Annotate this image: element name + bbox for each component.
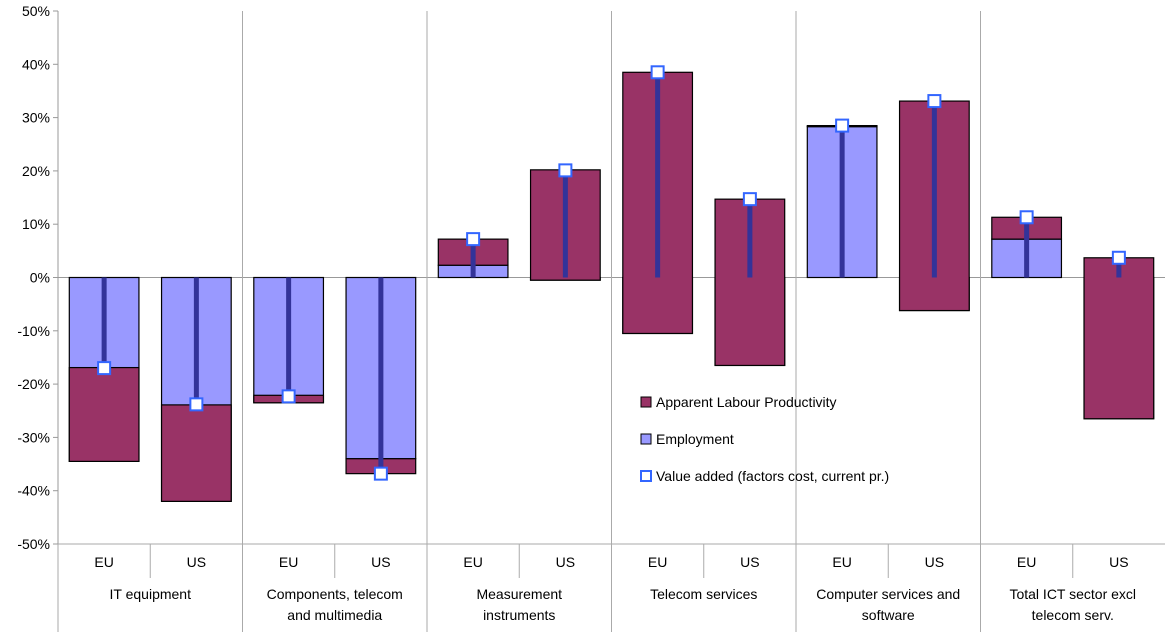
value-added-marker — [835, 118, 850, 133]
y-tick-label: 0% — [30, 270, 50, 286]
y-tick-label: 40% — [22, 56, 50, 72]
group-label: instruments — [483, 607, 555, 623]
x-tick-label: EU — [648, 554, 667, 570]
value-added-marker — [650, 65, 665, 80]
y-tick-label: -30% — [17, 429, 50, 445]
legend: Apparent Labour Productivity Employment Va… — [640, 394, 889, 484]
value-added-marker — [466, 232, 481, 247]
x-tick-label: US — [740, 554, 759, 570]
x-tick-label: EU — [463, 554, 482, 570]
value-added-marker — [927, 94, 942, 109]
group-label: telecom serv. — [1032, 607, 1114, 623]
group-label: IT equipment — [110, 586, 192, 602]
group-dividers — [242, 11, 981, 632]
x-tick-label: EU — [1017, 554, 1036, 570]
value-added-marker — [558, 163, 573, 178]
value-added-markers — [97, 65, 1126, 481]
group-label: Telecom services — [650, 586, 757, 602]
y-tick-label: 20% — [22, 163, 50, 179]
legend-swatch — [640, 433, 652, 445]
y-tick-label: -10% — [17, 323, 50, 339]
value-added-marker — [373, 466, 388, 481]
legend-swatch — [640, 396, 652, 408]
group-label: Total ICT sector excl — [1009, 586, 1136, 602]
y-tick-label: -20% — [17, 376, 50, 392]
legend-label: Value added (factors cost, current pr.) — [656, 468, 889, 484]
productivity-bar — [160, 404, 232, 502]
legend-label: Apparent Labour Productivity — [656, 394, 837, 410]
x-tick-label: EU — [832, 554, 851, 570]
group-label: Measurement — [476, 586, 562, 602]
legend-swatch — [640, 470, 652, 482]
group-label: and multimedia — [287, 607, 382, 623]
value-added-marker — [1019, 210, 1034, 225]
group-label: Computer services and — [816, 586, 960, 602]
y-tick-label: 30% — [22, 110, 50, 126]
x-tick-label: EU — [94, 554, 113, 570]
x-axis: EU US EU US EU US EU US EU US EU US IT equipment Comp… — [57, 543, 1165, 632]
x-tick-label: EU — [279, 554, 298, 570]
value-added-marker — [742, 192, 757, 207]
x-tick-label: US — [371, 554, 390, 570]
value-added-marker — [1111, 250, 1126, 265]
y-tick-label: -50% — [17, 536, 50, 552]
x-tick-label: US — [187, 554, 206, 570]
x-tick-label: US — [1109, 554, 1128, 570]
value-added-marker — [189, 397, 204, 412]
productivity-bar — [68, 366, 140, 462]
productivity-bar — [1083, 257, 1155, 420]
x-tick-label: US — [556, 554, 575, 570]
group-label: Components, telecom — [267, 586, 403, 602]
value-added-marker — [97, 361, 112, 376]
legend-label: Employment — [656, 431, 734, 447]
x-tick-label: US — [925, 554, 944, 570]
y-tick-label: 50% — [22, 3, 50, 19]
y-tick-label: 10% — [22, 216, 50, 232]
value-added-marker — [281, 389, 296, 404]
y-tick-label: -40% — [17, 483, 50, 499]
group-label: software — [862, 607, 915, 623]
